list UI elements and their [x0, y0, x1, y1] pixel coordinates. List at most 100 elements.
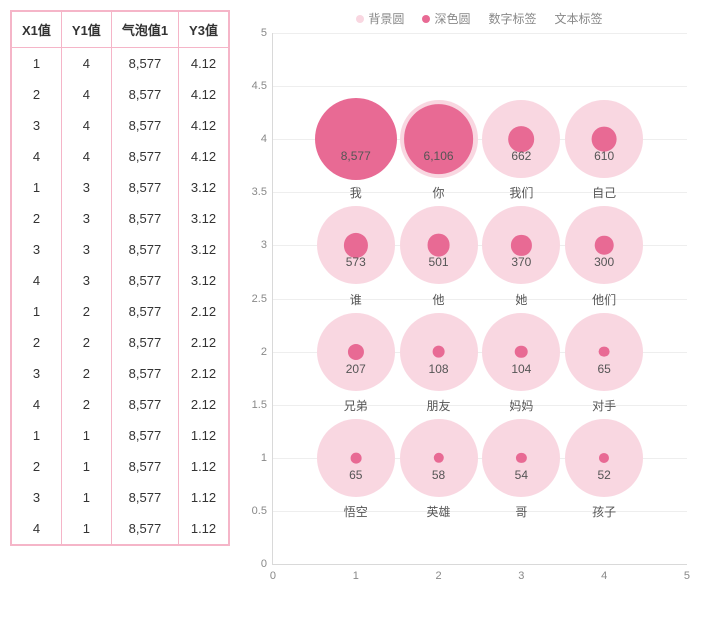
table-cell: 1.12	[179, 451, 228, 482]
table-col-header: Y3值	[179, 12, 228, 48]
table-row: 238,5773.12	[12, 203, 228, 234]
y-tick-label: 3	[261, 239, 273, 251]
table-cell: 2	[62, 358, 112, 389]
table-cell: 1	[12, 296, 62, 327]
bubble-number-label: 370	[511, 255, 531, 269]
bubble-text-label: 兄弟	[344, 397, 368, 414]
bubble-text-label: 妈妈	[509, 397, 533, 414]
data-table: X1值Y1值气泡值1Y3值 148,5774.12248,5774.12348,…	[10, 10, 230, 546]
table-col-header: Y1值	[62, 12, 112, 48]
table-cell: 1	[12, 48, 62, 79]
table-cell: 8,577	[112, 327, 179, 358]
y-tick-label: 4.5	[252, 80, 273, 92]
table-cell: 4.12	[179, 141, 228, 172]
table-cell: 3	[12, 234, 62, 265]
table-cell: 4	[12, 513, 62, 544]
bubble-number-label: 54	[515, 468, 528, 482]
table-cell: 4	[12, 141, 62, 172]
table-cell: 4.12	[179, 110, 228, 141]
bubble-number-label: 6,106	[424, 149, 454, 163]
bubble-text-label: 她	[515, 291, 527, 308]
bubble-number-label: 104	[511, 362, 531, 376]
legend-marker-icon	[356, 15, 364, 23]
table-cell: 1	[62, 420, 112, 451]
y-tick-label: 1.5	[252, 399, 273, 411]
bubble-text-label: 英雄	[427, 503, 451, 520]
table-cell: 4	[62, 141, 112, 172]
table-col-header: X1值	[12, 12, 62, 48]
table-cell: 1	[62, 482, 112, 513]
table-body: 148,5774.12248,5774.12348,5774.12448,577…	[12, 48, 228, 544]
x-tick-label: 2	[435, 564, 441, 582]
y-tick-label: 4	[261, 133, 273, 145]
table-cell: 4	[12, 265, 62, 296]
foreground-bubble	[509, 126, 535, 152]
x-tick-label: 3	[518, 564, 524, 582]
table-cell: 4	[62, 48, 112, 79]
table-cell: 3	[62, 172, 112, 203]
foreground-bubble	[315, 98, 397, 180]
bubble-text-label: 你	[433, 184, 445, 201]
table-cell: 2.12	[179, 327, 228, 358]
table-cell: 3	[62, 265, 112, 296]
table-cell: 3	[12, 110, 62, 141]
foreground-bubble	[599, 346, 610, 357]
foreground-bubble	[432, 345, 445, 358]
legend-item: 文本标签	[554, 10, 602, 27]
bubble-text-label: 悟空	[344, 503, 368, 520]
y-tick-label: 5	[261, 27, 273, 39]
bubble-text-label: 孩子	[592, 503, 616, 520]
x-tick-label: 5	[684, 564, 690, 582]
table-row: 248,5774.12	[12, 79, 228, 110]
foreground-bubble	[350, 452, 361, 463]
y-tick-label: 3.5	[252, 186, 273, 198]
table-cell: 8,577	[112, 513, 179, 544]
legend-label: 背景圆	[368, 10, 404, 27]
table-cell: 4.12	[179, 48, 228, 79]
table-cell: 3.12	[179, 265, 228, 296]
table-cell: 2	[12, 203, 62, 234]
table-cell: 8,577	[112, 48, 179, 79]
table-cell: 8,577	[112, 296, 179, 327]
table-header-row: X1值Y1值气泡值1Y3值	[12, 12, 228, 48]
table-cell: 2	[12, 327, 62, 358]
table-cell: 1	[62, 451, 112, 482]
table-cell: 8,577	[112, 234, 179, 265]
table-cell: 2.12	[179, 296, 228, 327]
bubble-number-label: 207	[346, 362, 366, 376]
table-col-header: 气泡值1	[112, 12, 179, 48]
table-cell: 8,577	[112, 79, 179, 110]
table-row: 228,5772.12	[12, 327, 228, 358]
table-cell: 4.12	[179, 79, 228, 110]
table-row: 218,5771.12	[12, 451, 228, 482]
table-cell: 1	[12, 420, 62, 451]
bubble-number-label: 65	[597, 362, 610, 376]
bubble-text-label: 谁	[350, 291, 362, 308]
table-cell: 8,577	[112, 110, 179, 141]
table-cell: 3	[62, 234, 112, 265]
y-tick-label: 2.5	[252, 293, 273, 305]
x-tick-label: 4	[601, 564, 607, 582]
bubble-number-label: 662	[511, 149, 531, 163]
bubble-chart: 背景圆深色圆数字标签文本标签 00.511.522.533.544.550123…	[242, 10, 687, 593]
legend-label: 数字标签	[488, 10, 536, 27]
bubble-text-label: 我们	[509, 184, 533, 201]
table-cell: 8,577	[112, 482, 179, 513]
table-cell: 3	[12, 482, 62, 513]
bubble-text-label: 他	[433, 291, 445, 308]
table-row: 338,5773.12	[12, 234, 228, 265]
bubble-number-label: 58	[432, 468, 445, 482]
gridline-horizontal	[273, 86, 687, 87]
table-cell: 1	[62, 513, 112, 544]
bubble-number-label: 108	[429, 362, 449, 376]
table-cell: 8,577	[112, 203, 179, 234]
legend-item: 深色圆	[422, 10, 470, 27]
table-row: 348,5774.12	[12, 110, 228, 141]
table-row: 318,5771.12	[12, 482, 228, 513]
bubble-number-label: 501	[429, 255, 449, 269]
legend-label: 文本标签	[554, 10, 602, 27]
table-cell: 2	[62, 389, 112, 420]
table-cell: 4	[62, 110, 112, 141]
table-cell: 2	[62, 296, 112, 327]
table-cell: 8,577	[112, 420, 179, 451]
